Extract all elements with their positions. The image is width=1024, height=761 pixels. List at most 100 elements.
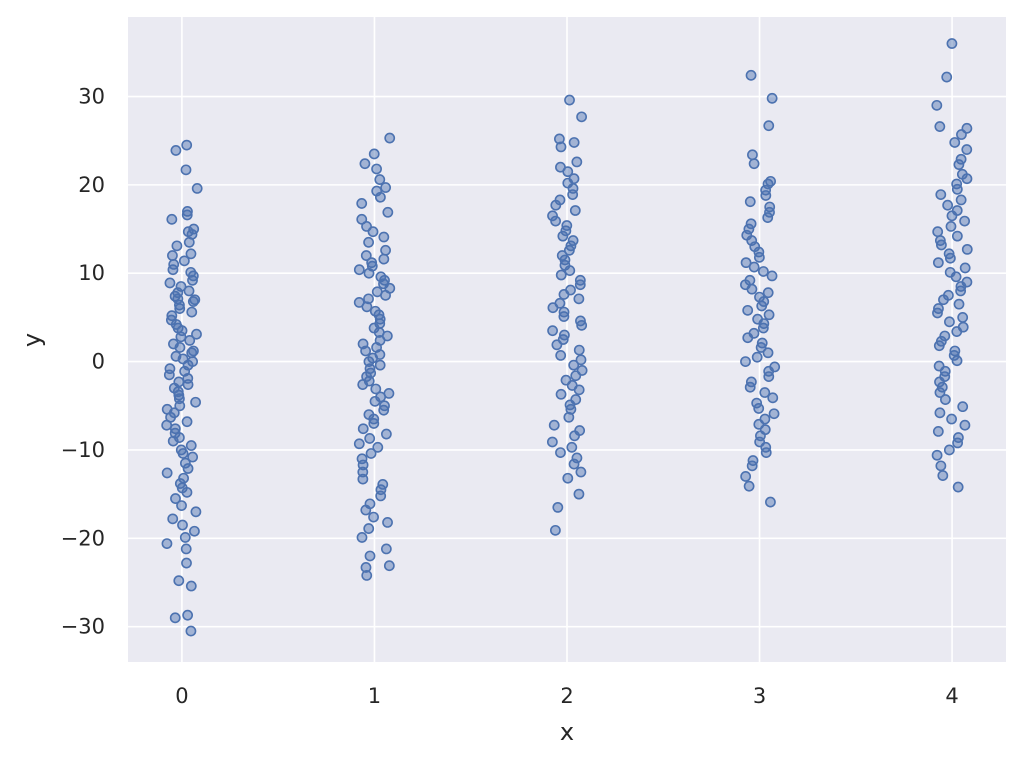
data-point: [953, 159, 965, 170]
x-tick-labels: 0 1 2 3 4: [175, 684, 959, 708]
data-point: [944, 252, 956, 264]
data-point: [179, 532, 191, 543]
data-point: [182, 379, 194, 390]
data-point: [374, 359, 386, 371]
data-point: [357, 473, 369, 485]
data-point: [757, 322, 769, 334]
data-point: [562, 166, 574, 178]
data-point: [568, 137, 580, 148]
data-point: [933, 340, 945, 352]
data-point: [185, 625, 197, 637]
data-point: [740, 356, 751, 367]
data-point: [363, 293, 374, 305]
data-point: [742, 304, 754, 316]
data-point: [762, 347, 774, 359]
data-point: [185, 580, 197, 592]
y-tick-label: −30: [61, 615, 105, 639]
data-point: [567, 235, 579, 246]
data-point: [551, 339, 563, 351]
data-point: [181, 209, 193, 221]
data-point: [748, 158, 760, 170]
data-point: [174, 303, 186, 314]
data-point: [547, 210, 558, 222]
data-point: [167, 264, 179, 276]
data-point: [178, 255, 190, 267]
data-point: [570, 370, 582, 382]
data-point: [170, 145, 182, 156]
data-point: [547, 325, 558, 337]
data-point: [740, 471, 752, 482]
data-point: [167, 513, 179, 525]
data-point: [171, 240, 183, 252]
x-tick-label: 3: [753, 684, 766, 708]
y-tick-label: 0: [92, 350, 105, 374]
data-point: [378, 404, 390, 416]
data-point: [167, 435, 179, 447]
data-point: [562, 472, 574, 484]
data-point: [959, 262, 971, 274]
data-point: [951, 355, 963, 367]
data-point: [753, 403, 765, 414]
data-point: [548, 419, 560, 431]
data-point: [555, 388, 567, 400]
data-point: [936, 381, 948, 393]
data-point: [951, 230, 963, 242]
data-point: [567, 189, 579, 200]
data-point: [368, 148, 380, 160]
data-point: [189, 525, 200, 537]
data-point: [931, 449, 943, 461]
data-point: [550, 215, 561, 227]
data-point: [161, 419, 173, 431]
data-point: [173, 575, 185, 587]
data-point: [762, 212, 774, 223]
y-tick-labels: −30 −20 −10 0 10 20 30: [61, 85, 105, 639]
data-point: [955, 285, 967, 297]
x-tick-label: 4: [945, 684, 958, 708]
data-point: [957, 312, 969, 323]
data-point: [359, 158, 371, 170]
data-point: [185, 440, 197, 451]
data-point: [182, 463, 194, 474]
data-point: [174, 400, 186, 412]
data-point: [571, 156, 583, 168]
data-point: [942, 199, 954, 211]
data-point: [177, 448, 189, 459]
data-point: [955, 153, 967, 165]
data-point: [380, 289, 391, 301]
data-point: [183, 285, 195, 297]
data-point: [174, 342, 186, 353]
x-axis-title: x: [560, 718, 574, 746]
data-point: [744, 381, 756, 393]
data-point: [566, 441, 578, 453]
data-point: [375, 191, 386, 203]
data-point: [573, 488, 585, 500]
data-point: [547, 302, 559, 314]
data-point: [563, 411, 575, 423]
data-point: [944, 316, 955, 328]
data-point: [557, 230, 569, 242]
data-point: [576, 111, 588, 123]
data-point: [932, 257, 944, 269]
data-point: [182, 205, 193, 217]
data-point: [382, 206, 394, 218]
data-point: [554, 133, 565, 145]
data-point: [959, 419, 971, 431]
data-point: [575, 466, 587, 478]
data-point: [569, 205, 581, 216]
data-point: [174, 299, 185, 311]
data-point: [552, 501, 564, 513]
data-point: [745, 218, 757, 230]
data-point: [558, 311, 570, 322]
data-point: [186, 347, 198, 359]
data-point: [360, 562, 372, 573]
data-point: [961, 173, 973, 185]
data-point: [564, 94, 575, 106]
data-point: [961, 144, 973, 155]
data-point: [555, 269, 567, 281]
data-point: [378, 231, 390, 243]
data-point: [959, 215, 971, 227]
data-point: [766, 270, 778, 282]
data-point: [932, 425, 944, 437]
data-point: [573, 384, 585, 396]
data-point: [175, 331, 187, 343]
